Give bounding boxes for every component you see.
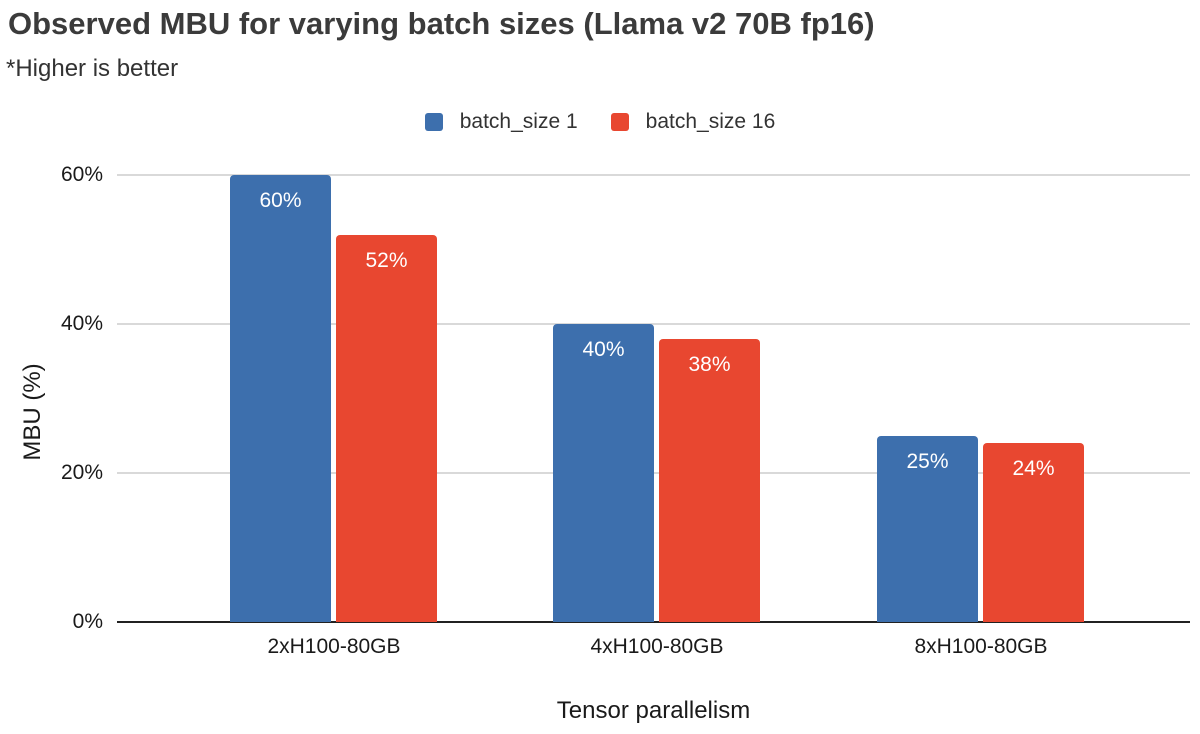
- y-tick-label: 60%: [60, 163, 103, 186]
- chart-title: Observed MBU for varying batch sizes (Ll…: [8, 6, 875, 41]
- chart-subtitle: *Higher is better: [6, 55, 179, 82]
- legend-label-batch-size-16: batch_size 16: [645, 110, 776, 133]
- gridline: [117, 323, 1190, 325]
- bar-value-label: 24%: [1012, 457, 1055, 480]
- bar-value-label: 60%: [259, 189, 302, 212]
- x-axis-line: [117, 621, 1190, 623]
- legend-label-batch-size-1: batch_size 1: [459, 110, 578, 133]
- bar: 38%: [659, 339, 760, 622]
- bar-value-label: 52%: [365, 249, 408, 272]
- gridline: [117, 174, 1190, 176]
- y-tick-label: 40%: [60, 312, 103, 335]
- legend-swatch-red-icon: [610, 113, 629, 131]
- x-category-label: 2xH100-80GB: [267, 635, 401, 658]
- bar: 40%: [553, 324, 654, 622]
- bar: 52%: [336, 235, 437, 622]
- x-axis-title: Tensor parallelism: [556, 697, 751, 724]
- legend-swatch-blue-icon: [424, 113, 443, 131]
- bar: 60%: [230, 175, 331, 622]
- x-category-label: 8xH100-80GB: [914, 635, 1048, 658]
- y-tick-label: 0%: [72, 610, 103, 633]
- legend: batch_size 1 batch_size 16: [0, 110, 1200, 134]
- bar: 24%: [983, 443, 1084, 622]
- y-axis-title: MBU (%): [19, 363, 46, 461]
- bar-value-label: 38%: [688, 353, 731, 376]
- y-tick-label: 20%: [60, 461, 103, 484]
- legend-item-batch-size-1: batch_size 1: [424, 110, 578, 134]
- bar-value-label: 40%: [582, 338, 625, 361]
- bar: 25%: [877, 436, 978, 622]
- x-category-label: 4xH100-80GB: [590, 635, 724, 658]
- bar-value-label: 25%: [906, 450, 949, 473]
- legend-item-batch-size-16: batch_size 16: [610, 110, 776, 134]
